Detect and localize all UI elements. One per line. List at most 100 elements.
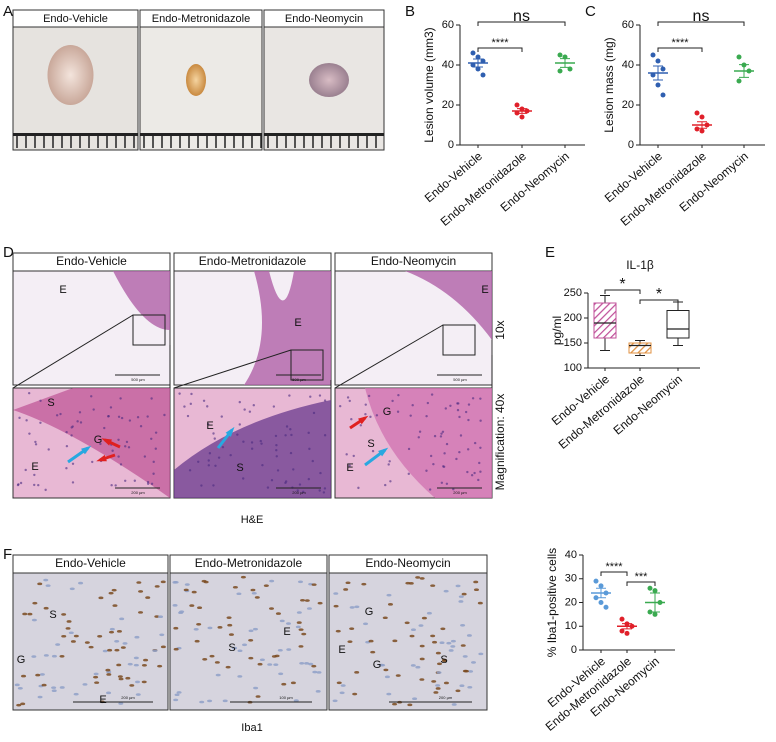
- panel-label: E: [545, 244, 555, 261]
- stained-cell: [31, 655, 37, 658]
- stained-cell: [207, 626, 213, 630]
- nucleus: [111, 449, 114, 452]
- stained-cell: [298, 628, 304, 631]
- stained-cell: [415, 665, 421, 669]
- stained-cell: [176, 691, 182, 694]
- nucleus: [352, 454, 355, 458]
- stained-cell: [32, 601, 38, 605]
- region-marker: S: [236, 462, 243, 474]
- stained-cell: [242, 643, 248, 647]
- scale-bar-label: 100 µm: [279, 695, 293, 700]
- data-point: [519, 114, 525, 120]
- stained-cell: [109, 627, 115, 631]
- region-marker: E: [59, 284, 66, 296]
- region-marker: G: [17, 654, 26, 666]
- nucleus: [345, 453, 348, 456]
- stained-cell: [311, 664, 317, 668]
- nucleus: [248, 410, 252, 413]
- stained-cell: [133, 663, 139, 667]
- nucleus: [70, 426, 73, 429]
- stained-cell: [415, 576, 421, 579]
- nucleus: [272, 405, 276, 408]
- stained-cell: [59, 654, 65, 658]
- stained-cell: [189, 604, 195, 607]
- stained-cell: [108, 630, 114, 634]
- nucleus: [449, 404, 452, 408]
- stained-cell: [279, 619, 285, 623]
- stained-cell: [384, 675, 390, 679]
- significance-bracket: [604, 289, 641, 294]
- stained-cell: [193, 627, 199, 631]
- stained-cell: [116, 663, 122, 667]
- data-point: [598, 600, 604, 605]
- zoom-line: [334, 324, 444, 389]
- nucleus: [33, 473, 36, 477]
- nucleus: [146, 480, 150, 484]
- stained-cell: [119, 617, 125, 621]
- nucleus: [432, 462, 435, 466]
- significance-bracket: [626, 581, 656, 586]
- stained-cell: [273, 663, 279, 666]
- data-point: [619, 628, 625, 634]
- nucleus: [207, 459, 210, 462]
- nucleus: [289, 428, 292, 431]
- nucleus: [440, 432, 443, 435]
- image-label: Endo-Vehicle: [55, 556, 126, 570]
- region-marker: E: [283, 626, 290, 638]
- stained-cell: [112, 604, 118, 607]
- nucleus: [154, 431, 158, 434]
- nucleus: [417, 436, 420, 439]
- nucleus: [270, 479, 274, 482]
- stained-cell: [354, 605, 360, 609]
- nucleus: [70, 434, 73, 437]
- significance-label: ****: [491, 37, 509, 49]
- nucleus: [206, 422, 210, 426]
- stained-cell: [69, 587, 75, 591]
- stained-cell: [297, 580, 303, 584]
- ruler: [13, 133, 138, 136]
- stained-cell: [27, 612, 33, 616]
- data-point: [475, 66, 481, 72]
- region-marker: S: [367, 438, 374, 450]
- nucleus: [346, 396, 350, 399]
- stained-cell: [460, 623, 466, 627]
- scale-bar-label: 200 µm: [131, 490, 145, 495]
- nucleus: [445, 442, 449, 446]
- nucleus: [409, 414, 412, 417]
- stained-cell: [22, 612, 28, 616]
- stained-cell: [66, 620, 72, 623]
- nucleus: [389, 480, 392, 483]
- stained-cell: [184, 583, 190, 586]
- scale-bar-label: 200 µm: [453, 490, 467, 495]
- nucleus: [163, 413, 166, 417]
- panel-label: A: [3, 3, 13, 20]
- x-tick-label: Endo-Neomycin: [611, 372, 685, 438]
- region-marker: E: [338, 644, 345, 656]
- stained-cell: [458, 600, 464, 603]
- stained-cell: [228, 633, 234, 636]
- stained-cell: [225, 665, 231, 669]
- stained-cell: [31, 618, 37, 622]
- arrow-head: [101, 438, 112, 446]
- stained-cell: [405, 581, 411, 585]
- stained-cell: [237, 649, 243, 653]
- nucleus: [288, 394, 291, 397]
- stained-cell: [106, 673, 112, 676]
- nucleus: [348, 464, 351, 467]
- nucleus: [154, 447, 157, 450]
- nucleus: [212, 484, 215, 487]
- stained-cell: [459, 684, 465, 688]
- stained-cell: [203, 580, 209, 584]
- stained-cell: [17, 687, 23, 690]
- y-tick-label: 100: [564, 362, 582, 374]
- stained-cell: [290, 681, 296, 685]
- region-marker: E: [294, 317, 301, 329]
- stained-cell: [363, 622, 369, 626]
- nucleus: [28, 432, 31, 435]
- region-marker: S: [228, 642, 235, 654]
- y-tick-label: 60: [622, 19, 634, 31]
- nucleus: [322, 491, 326, 494]
- stained-cell: [59, 686, 65, 689]
- stained-cell: [269, 607, 275, 610]
- data-point: [694, 110, 700, 116]
